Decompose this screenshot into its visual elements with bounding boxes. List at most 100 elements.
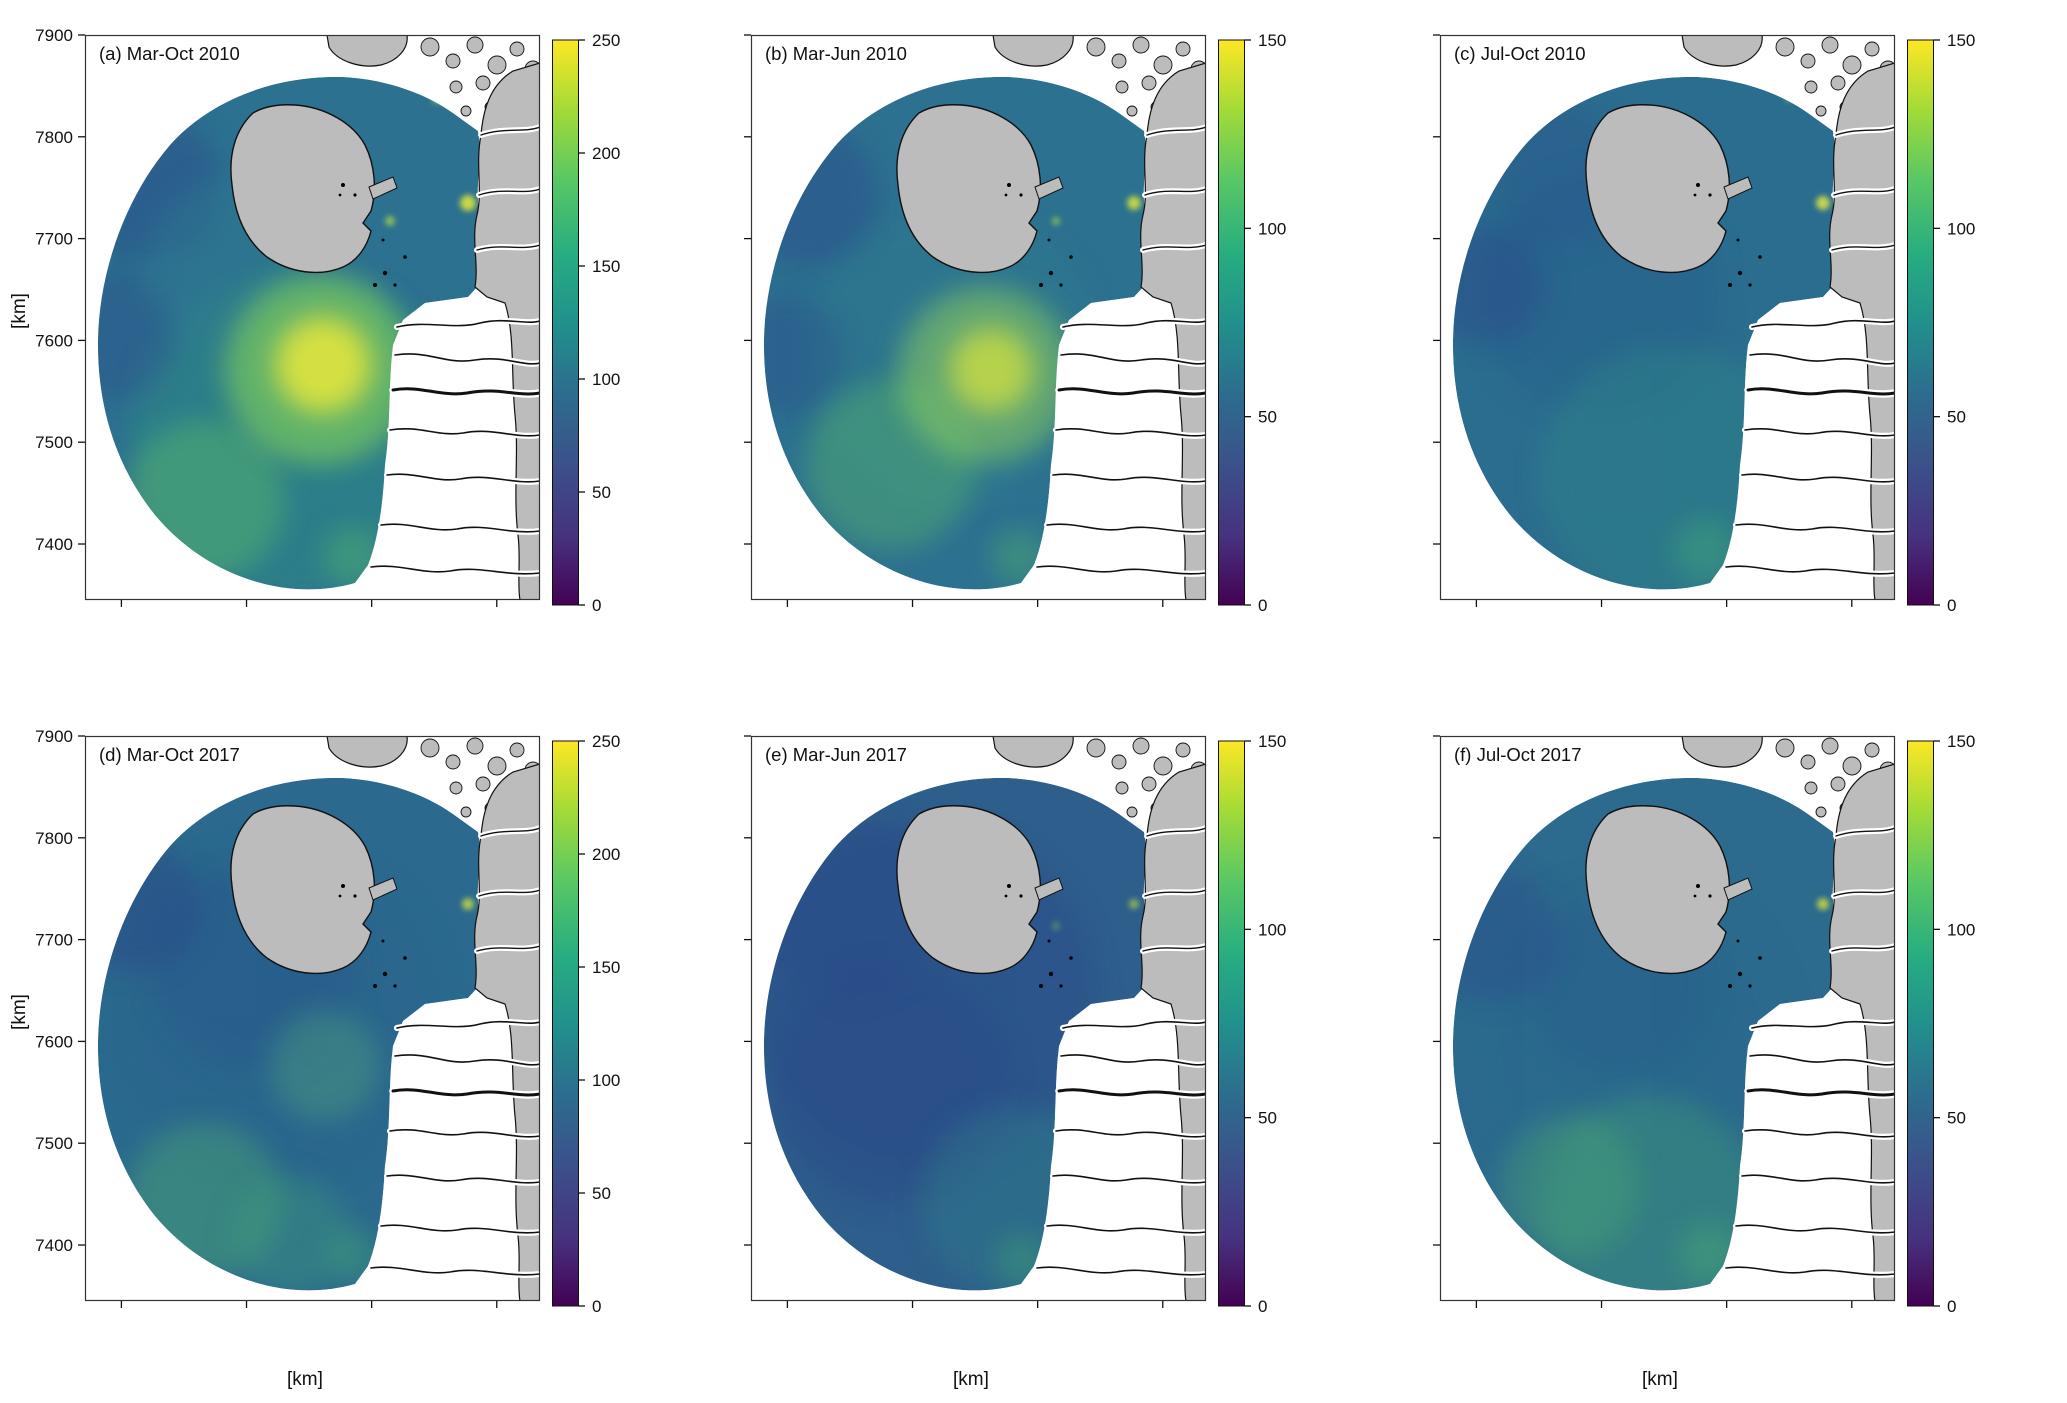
islet bbox=[475, 75, 491, 91]
colorbar-tick-label: 150 bbox=[1947, 31, 1975, 50]
islet-dot bbox=[381, 939, 385, 943]
islet bbox=[449, 80, 463, 94]
islet bbox=[1864, 41, 1880, 57]
islet-dot bbox=[1069, 956, 1073, 960]
islet-dot bbox=[1048, 971, 1054, 977]
land bbox=[896, 736, 1206, 1301]
map-panel-a: [km] (a) Mar-Oct 2010 7900 7800 7700 7600 75… bbox=[0, 0, 689, 701]
islet-dot bbox=[1048, 270, 1054, 276]
y-axis-label: [km] bbox=[8, 994, 30, 1030]
colorbar: 0 50 100 150 200 250 bbox=[552, 732, 620, 1316]
islet-dot bbox=[1019, 894, 1023, 898]
islet bbox=[1815, 105, 1827, 117]
map-panel-d: [km] (d) Mar-Oct 2017 7900 7800 7700 7600 75… bbox=[0, 701, 689, 1403]
map-layers bbox=[763, 736, 1206, 1301]
colorbar-gradient bbox=[552, 39, 579, 606]
islet bbox=[420, 738, 440, 758]
value-blob bbox=[275, 317, 371, 413]
colorbar-tick-label: 50 bbox=[1258, 408, 1277, 427]
islet-dot bbox=[1696, 884, 1700, 888]
plot-border bbox=[1439, 34, 1896, 601]
colorbar-tick-label: 250 bbox=[592, 732, 620, 751]
axis-ticks: 7900 7800 7700 7600 7500 7400 bbox=[35, 26, 498, 607]
value-blob bbox=[1452, 871, 1560, 1001]
islet-dot bbox=[1758, 956, 1762, 960]
islet-dot bbox=[338, 894, 342, 898]
map-layers bbox=[1452, 736, 1895, 1301]
colorbar-tick-label: 50 bbox=[1947, 408, 1966, 427]
y-tick-label: 7900 bbox=[35, 26, 73, 45]
land bbox=[896, 35, 1206, 600]
colorbar: 0 50 100 150 bbox=[1218, 732, 1286, 1316]
islet bbox=[1132, 36, 1150, 54]
y-tick-label: 7700 bbox=[35, 230, 73, 249]
islet-dot bbox=[1748, 984, 1752, 988]
islet-dot bbox=[353, 193, 357, 197]
islet bbox=[1141, 75, 1157, 91]
panel-title: (b) Mar-Jun 2010 bbox=[765, 43, 907, 64]
islet bbox=[1115, 80, 1129, 94]
island-spur bbox=[1723, 877, 1753, 901]
x-axis-label: [km] bbox=[287, 1369, 323, 1390]
colorbar: 0 50 100 150 bbox=[1218, 31, 1286, 615]
islet bbox=[487, 55, 507, 75]
value-blob bbox=[1500, 1116, 1640, 1256]
islet-dot bbox=[373, 283, 377, 287]
plot-border bbox=[750, 34, 1207, 601]
islet bbox=[1864, 742, 1880, 758]
panel-title: (a) Mar-Oct 2010 bbox=[99, 43, 240, 64]
islet bbox=[475, 776, 491, 792]
panel-title: (c) Jul-Oct 2010 bbox=[1454, 43, 1586, 64]
islet-dot bbox=[1004, 193, 1008, 197]
islet bbox=[509, 41, 525, 57]
y-tick-label: 7500 bbox=[35, 433, 73, 452]
colorbar-tick-label: 150 bbox=[1258, 31, 1286, 50]
mainland-east bbox=[474, 763, 540, 1301]
islet-dot bbox=[403, 956, 407, 960]
x-axis-label: [km] bbox=[1642, 1369, 1678, 1390]
colorbar-tick-label: 0 bbox=[1947, 596, 1956, 615]
mainland-east bbox=[1829, 763, 1895, 1301]
islet-dot bbox=[393, 283, 397, 287]
y-tick-label: 7800 bbox=[35, 829, 73, 848]
island-spur bbox=[1034, 176, 1064, 200]
value-blob bbox=[230, 1176, 350, 1291]
islet-dot bbox=[1059, 984, 1063, 988]
disko-island bbox=[230, 104, 376, 274]
axis-ticks: 7900 7800 7700 7600 7500 7400 bbox=[35, 727, 498, 1308]
value-blob bbox=[949, 328, 1033, 412]
colorbar: 0 50 100 150 bbox=[1907, 31, 1975, 615]
axis-ticks bbox=[1433, 735, 1853, 1308]
plot-border bbox=[84, 34, 541, 601]
islet-dot bbox=[382, 971, 388, 977]
y-tick-label: 7600 bbox=[35, 1032, 73, 1051]
colorbar-gradient bbox=[1218, 39, 1245, 606]
islet bbox=[1775, 37, 1795, 57]
colorbar-tick-label: 50 bbox=[1947, 1109, 1966, 1128]
value-blob bbox=[1678, 1224, 1738, 1284]
colorbar-tick-label: 0 bbox=[592, 1297, 601, 1316]
panel-title: (f) Jul-Oct 2017 bbox=[1454, 744, 1582, 765]
islet-dot bbox=[1708, 193, 1712, 197]
map-plot bbox=[744, 735, 1207, 1308]
islet-dot bbox=[1693, 894, 1697, 898]
mainland-east bbox=[1829, 62, 1895, 600]
colorbar-tick-label: 100 bbox=[592, 1071, 620, 1090]
colorbar-gradient bbox=[1907, 39, 1934, 606]
islet-dot bbox=[1758, 255, 1762, 259]
value-blob bbox=[1127, 196, 1141, 210]
islet-dot bbox=[1059, 283, 1063, 287]
islet-dot bbox=[403, 255, 407, 259]
colorbar-tick-label: 200 bbox=[592, 144, 620, 163]
panel-title: (d) Mar-Oct 2017 bbox=[99, 744, 240, 765]
islet-dot bbox=[1007, 183, 1011, 187]
colorbar-tick-label: 150 bbox=[592, 257, 620, 276]
islet-dot bbox=[373, 984, 377, 988]
value-blob bbox=[1129, 899, 1139, 909]
island-spur bbox=[368, 176, 398, 200]
islet bbox=[460, 105, 472, 117]
islet bbox=[1126, 105, 1138, 117]
